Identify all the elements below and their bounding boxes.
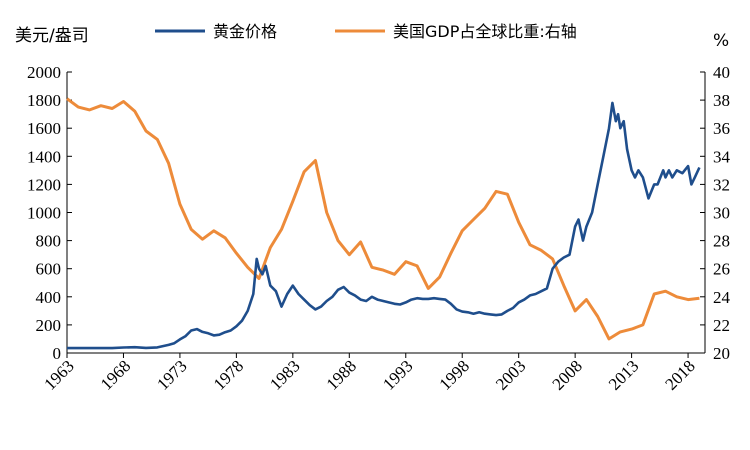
right-tick-label: 32 bbox=[713, 175, 730, 194]
left-ticks: 0 200 400 600 800 1000 1200 1400 1600 1800 2000 bbox=[27, 63, 72, 363]
right-tick-label: 30 bbox=[713, 204, 730, 223]
left-tick-label: 800 bbox=[36, 232, 62, 251]
x-tick-label: 2013 bbox=[605, 356, 642, 393]
x-tick-label: 1993 bbox=[379, 356, 416, 393]
right-tick-label: 24 bbox=[713, 288, 731, 307]
left-tick-label: 1200 bbox=[27, 175, 61, 194]
legend-label-gold: 黄金价格 bbox=[213, 22, 277, 41]
x-tick-label: 1973 bbox=[153, 356, 190, 393]
left-tick-label: 1800 bbox=[27, 91, 61, 110]
left-tick-label: 1000 bbox=[27, 204, 61, 223]
right-tick-label: 36 bbox=[713, 119, 730, 138]
left-tick-label: 1400 bbox=[27, 147, 61, 166]
x-tick-label: 1998 bbox=[436, 356, 473, 393]
left-tick-label: 1600 bbox=[27, 119, 61, 138]
x-tick-label: 1988 bbox=[323, 356, 360, 393]
x-ticks: 1963 1968 1973 1978 1983 1988 1993 1998 2003 2008… bbox=[40, 353, 699, 394]
legend-label-gdp: 美国GDP占全球比重:右轴 bbox=[393, 22, 577, 41]
right-ticks: 20 22 24 26 28 30 32 34 36 38 40 bbox=[700, 63, 731, 363]
left-tick-label: 600 bbox=[36, 260, 62, 279]
right-tick-label: 26 bbox=[713, 260, 730, 279]
x-tick-label: 2018 bbox=[661, 356, 698, 393]
right-tick-label: 22 bbox=[713, 316, 730, 335]
right-tick-label: 20 bbox=[713, 344, 730, 363]
series-line-gold-price bbox=[67, 101, 701, 350]
right-tick-label: 38 bbox=[713, 91, 730, 110]
right-axis-unit: % bbox=[713, 31, 729, 51]
x-tick-label: 1983 bbox=[266, 356, 303, 393]
right-tick-label: 34 bbox=[713, 147, 731, 166]
left-tick-label: 0 bbox=[53, 344, 62, 363]
right-tick-label: 40 bbox=[713, 63, 730, 82]
x-tick-label: 1978 bbox=[210, 356, 247, 393]
x-tick-label: 2008 bbox=[548, 356, 585, 393]
left-axis-unit: 美元/盎司 bbox=[15, 26, 89, 46]
legend: 黄金价格 美国GDP占全球比重:右轴 bbox=[155, 22, 577, 41]
x-tick-label: 1968 bbox=[97, 356, 134, 393]
x-tick-label: 2003 bbox=[492, 356, 529, 393]
left-tick-label: 2000 bbox=[27, 63, 61, 82]
left-tick-label: 200 bbox=[36, 316, 62, 335]
axes bbox=[66, 72, 706, 354]
x-tick-label: 1963 bbox=[40, 356, 77, 393]
series-line-gdp-share bbox=[66, 97, 700, 341]
left-tick-label: 400 bbox=[36, 288, 62, 307]
right-tick-label: 28 bbox=[713, 232, 730, 251]
